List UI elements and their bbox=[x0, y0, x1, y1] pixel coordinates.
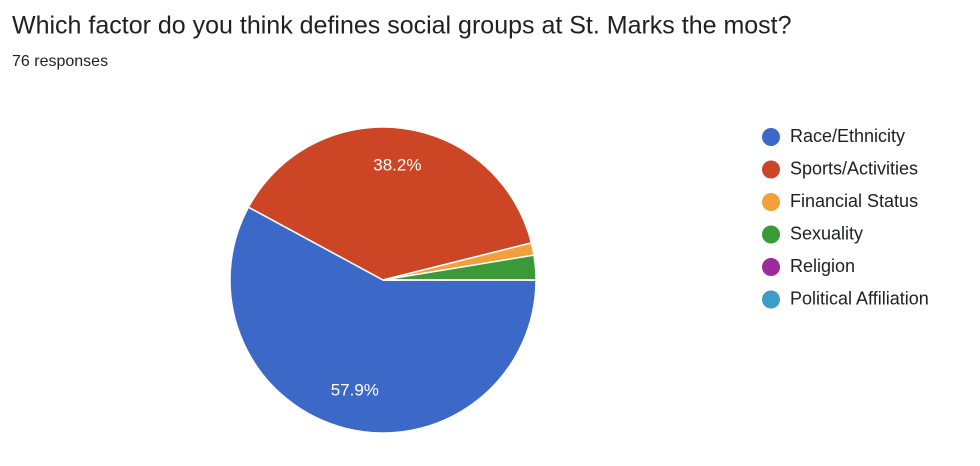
legend-label: Political Affiliation bbox=[790, 288, 929, 308]
chart-title: Which factor do you think defines social… bbox=[12, 12, 792, 40]
legend-swatch bbox=[762, 128, 780, 146]
legend-label: Race/Ethnicity bbox=[790, 126, 905, 146]
slice-label: 38.2% bbox=[373, 156, 421, 175]
slice-label: 57.9% bbox=[331, 381, 379, 400]
legend-label: Financial Status bbox=[790, 191, 918, 211]
legend-swatch bbox=[762, 225, 780, 244]
legend-swatch bbox=[762, 160, 780, 179]
legend-swatch bbox=[762, 290, 780, 309]
legend-label: Sports/Activities bbox=[790, 158, 918, 178]
legend-label: Religion bbox=[790, 256, 855, 276]
legend-label: Sexuality bbox=[790, 223, 863, 243]
pie-slice bbox=[247, 126, 533, 281]
legend-swatch bbox=[762, 193, 780, 211]
pie-slice bbox=[229, 206, 537, 434]
chart-subtitle: 76 responses bbox=[12, 53, 108, 70]
legend-swatch bbox=[762, 258, 780, 276]
